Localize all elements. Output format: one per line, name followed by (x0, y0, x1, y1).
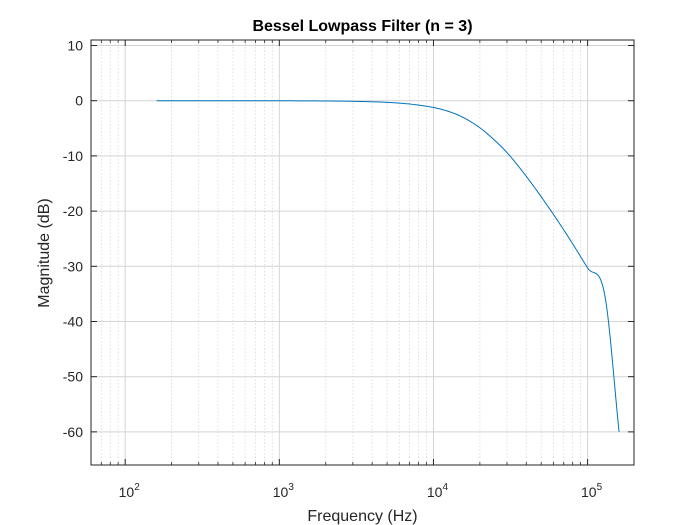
x-tick-label-base: 10 (581, 484, 597, 500)
y-tick-label: -20 (63, 203, 83, 219)
x-tick-label: 103 (273, 482, 295, 500)
x-tick-label-exponent: 2 (134, 482, 140, 493)
y-tick-label: -30 (63, 258, 83, 274)
major-grid (91, 40, 634, 465)
x-tick-label-exponent: 3 (288, 482, 294, 493)
x-tick-label: 105 (581, 482, 603, 500)
series-line (156, 100, 620, 432)
y-axis-label: Magnitude (dB) (36, 198, 53, 307)
plot-frame (90, 39, 635, 466)
y-tick-label: 10 (67, 38, 83, 54)
x-tick-label-exponent: 5 (597, 482, 603, 493)
x-tick-label-exponent: 4 (442, 482, 448, 493)
y-tick-label: -50 (63, 369, 83, 385)
series-layer (156, 100, 620, 432)
x-tick-labels: 102 103 104 105 (119, 482, 603, 500)
chart-title: Bessel Lowpass Filter (n = 3) (252, 18, 472, 35)
tick-marks (90, 40, 635, 465)
y-tick-label: 0 (75, 93, 83, 109)
x-tick-label: 102 (119, 482, 141, 500)
y-tick-labels: 10 0 -10 -20 -30 -40 -50 -60 (63, 38, 83, 440)
x-tick-label-base: 10 (427, 484, 443, 500)
x-tick-label-base: 10 (119, 484, 135, 500)
y-tick-label: -10 (63, 148, 83, 164)
y-tick-label: -40 (63, 313, 83, 329)
x-tick-label-base: 10 (273, 484, 289, 500)
plot-area (91, 40, 634, 465)
y-tick-label: -60 (63, 424, 83, 440)
x-axis-label: Frequency (Hz) (307, 508, 417, 525)
x-tick-label: 104 (427, 482, 449, 500)
